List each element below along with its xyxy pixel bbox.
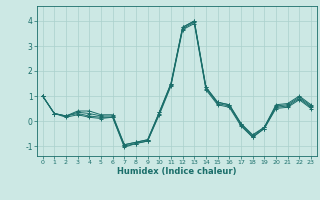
X-axis label: Humidex (Indice chaleur): Humidex (Indice chaleur)	[117, 167, 236, 176]
